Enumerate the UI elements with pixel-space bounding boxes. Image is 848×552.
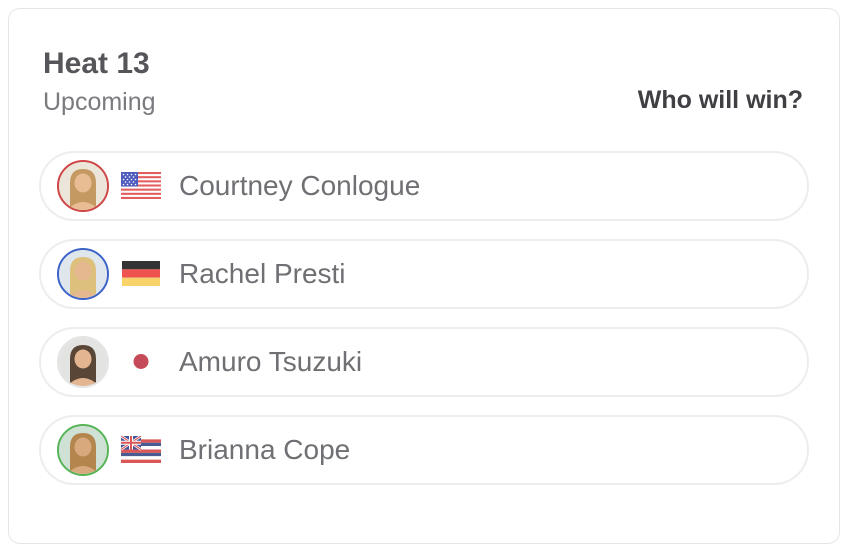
athlete-option-row[interactable]: Courtney Conlogue: [39, 150, 809, 221]
person-silhouette-icon: [59, 249, 107, 298]
athlete-name: Courtney Conlogue: [179, 169, 421, 201]
heat-card: Heat 13 Upcoming Who will win?: [8, 8, 840, 544]
person-silhouette-icon: [59, 337, 107, 386]
who-will-win-label: Who will win?: [637, 85, 803, 114]
athlete-name: Brianna Cope: [179, 433, 351, 465]
japan-flag-icon: [121, 348, 161, 376]
athlete-avatar: [57, 423, 109, 476]
heat-title: Heat 13: [43, 47, 150, 80]
athlete-option-row[interactable]: Amuro Tsuzuki: [39, 326, 809, 397]
heat-header-left: Heat 13 Upcoming: [43, 47, 156, 117]
heat-status: Upcoming: [43, 87, 156, 116]
athlete-name: Rachel Presti: [179, 257, 346, 289]
germany-flag-icon: [121, 260, 161, 288]
athlete-name: Amuro Tsuzuki: [179, 345, 363, 377]
athlete-avatar: [57, 159, 109, 212]
athlete-avatar: [57, 335, 109, 388]
athlete-option-row[interactable]: Brianna Cope: [39, 414, 809, 485]
hawaii-flag-icon: [121, 436, 161, 464]
person-silhouette-icon: [59, 425, 107, 474]
usa-flag-icon: [121, 172, 161, 200]
person-silhouette-icon: [59, 161, 107, 210]
athlete-option-row[interactable]: Rachel Presti: [39, 238, 809, 309]
athlete-avatar: [57, 247, 109, 300]
heat-header: Heat 13 Upcoming Who will win?: [43, 47, 803, 117]
